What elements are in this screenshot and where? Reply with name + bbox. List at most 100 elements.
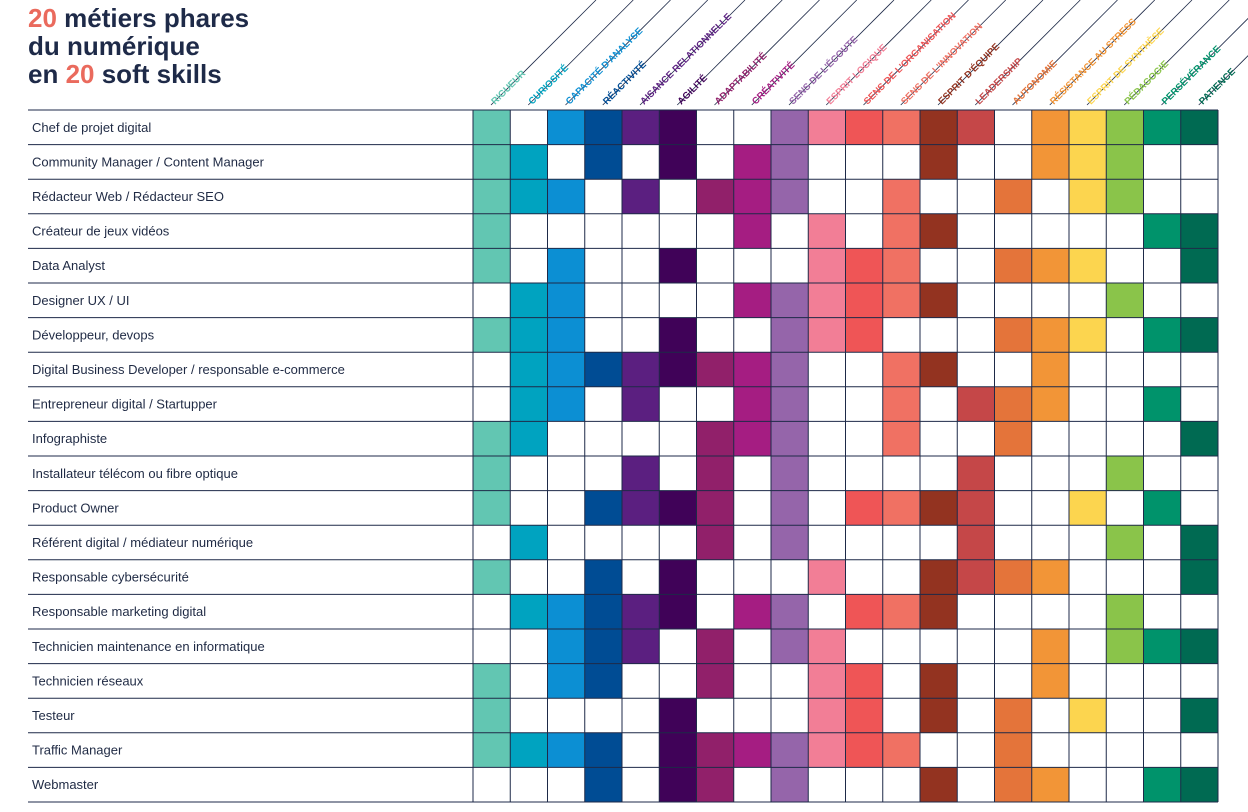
skill-cell-empty <box>957 732 995 768</box>
skill-cell-filled <box>845 732 883 768</box>
skill-cell-filled <box>1143 490 1181 526</box>
skill-cell-empty <box>473 594 511 629</box>
skill-cell-empty <box>1069 525 1107 560</box>
skill-cell-filled <box>808 213 846 249</box>
skill-cell-filled <box>771 283 809 318</box>
column-guide-line <box>751 0 858 106</box>
skill-cell-empty <box>510 767 548 802</box>
skill-cell-empty <box>920 421 958 456</box>
skill-cell-empty <box>733 559 771 595</box>
skill-cell-filled <box>1031 144 1069 180</box>
skill-cell-filled <box>473 698 511 733</box>
job-label: Technicien réseaux <box>32 673 144 688</box>
skill-cell-empty <box>994 213 1032 249</box>
skill-cell-empty <box>1106 386 1144 422</box>
skill-cell-empty <box>584 317 622 353</box>
skill-cell-empty <box>659 179 697 214</box>
skill-cell-empty <box>696 698 734 733</box>
skill-cell-filled <box>584 144 622 180</box>
skill-cell-empty <box>696 559 734 595</box>
skill-cell-filled <box>622 179 660 214</box>
column-guide-line <box>676 0 783 106</box>
skill-cell-empty <box>584 213 622 249</box>
skill-cell-filled <box>771 767 809 802</box>
skill-cell-filled <box>994 179 1032 214</box>
skill-cell-filled <box>733 144 771 180</box>
skill-cell-filled <box>920 110 958 145</box>
skill-cell-filled <box>1069 317 1107 353</box>
column-guide-line <box>527 0 634 106</box>
skill-cell-filled <box>1031 767 1069 802</box>
skill-cell-empty <box>584 698 622 733</box>
skill-cell-empty <box>994 490 1032 526</box>
skill-cell-filled <box>1106 179 1144 214</box>
skill-cell-filled <box>696 456 734 491</box>
skill-cell-empty <box>882 317 920 353</box>
skill-cell-empty <box>1143 663 1181 699</box>
skill-label: AGILITÉ <box>676 73 710 107</box>
skill-cell-empty <box>733 629 771 664</box>
skill-cell-filled <box>920 283 958 318</box>
skill-cell-empty <box>1069 283 1107 318</box>
column-guide-line <box>602 0 709 106</box>
skill-cell-filled <box>696 663 734 699</box>
skill-cell-empty <box>622 248 660 283</box>
job-label: Développeur, devops <box>32 327 155 342</box>
skill-cell-empty <box>845 559 883 595</box>
skill-cell-empty <box>696 386 734 422</box>
skill-cell-filled <box>473 110 511 145</box>
skill-cell-filled <box>1031 629 1069 664</box>
skill-cell-filled <box>584 559 622 595</box>
job-label: Rédacteur Web / Rédacteur SEO <box>32 189 224 204</box>
skill-cell-empty <box>1143 559 1181 595</box>
skill-cell-empty <box>659 663 697 699</box>
skill-cell-empty <box>1069 732 1107 768</box>
skill-cell-filled <box>920 490 958 526</box>
skill-cell-empty <box>1180 386 1218 422</box>
skill-cell-filled <box>771 490 809 526</box>
skill-cell-filled <box>882 248 920 283</box>
skill-cell-filled <box>920 213 958 249</box>
skill-cell-empty <box>696 594 734 629</box>
skill-cell-empty <box>920 248 958 283</box>
skill-cell-empty <box>1143 144 1181 180</box>
skill-cell-empty <box>733 110 771 145</box>
title-text-1: métiers phares <box>56 3 250 33</box>
skill-cell-filled <box>771 732 809 768</box>
skill-cell-empty <box>920 386 958 422</box>
skill-cell-filled <box>659 698 697 733</box>
skill-cell-empty <box>1106 490 1144 526</box>
skill-cell-filled <box>994 317 1032 353</box>
skill-cell-filled <box>1180 248 1218 283</box>
skill-cell-empty <box>882 559 920 595</box>
skill-cell-filled <box>808 732 846 768</box>
skill-cell-empty <box>1143 732 1181 768</box>
skill-cell-filled <box>696 352 734 387</box>
column-guide-line <box>1198 55 1248 106</box>
skill-cell-empty <box>622 559 660 595</box>
skill-cell-empty <box>1106 698 1144 733</box>
skill-cell-empty <box>1031 213 1069 249</box>
skill-cell-filled <box>696 732 734 768</box>
skill-cell-empty <box>1143 352 1181 387</box>
column-guide-line <box>1161 17 1248 106</box>
skill-cell-empty <box>994 144 1032 180</box>
skill-cell-empty <box>473 352 511 387</box>
skill-cell-filled <box>659 732 697 768</box>
skill-cell-filled <box>622 352 660 387</box>
skill-cell-filled <box>994 386 1032 422</box>
skill-cell-empty <box>1069 663 1107 699</box>
skill-cell-empty <box>659 421 697 456</box>
skill-cell-filled <box>696 767 734 802</box>
skill-cell-empty <box>808 352 846 387</box>
skill-cell-filled <box>994 559 1032 595</box>
skill-cell-filled <box>771 456 809 491</box>
skill-cell-filled <box>1106 525 1144 560</box>
skill-cell-filled <box>1069 144 1107 180</box>
job-label: Installateur télécom ou fibre optique <box>32 466 238 481</box>
column-guide-line <box>788 0 895 106</box>
skill-cell-filled <box>1069 248 1107 283</box>
skill-cell-filled <box>659 110 697 145</box>
skill-cell-filled <box>994 732 1032 768</box>
skill-cell-filled <box>510 352 548 387</box>
